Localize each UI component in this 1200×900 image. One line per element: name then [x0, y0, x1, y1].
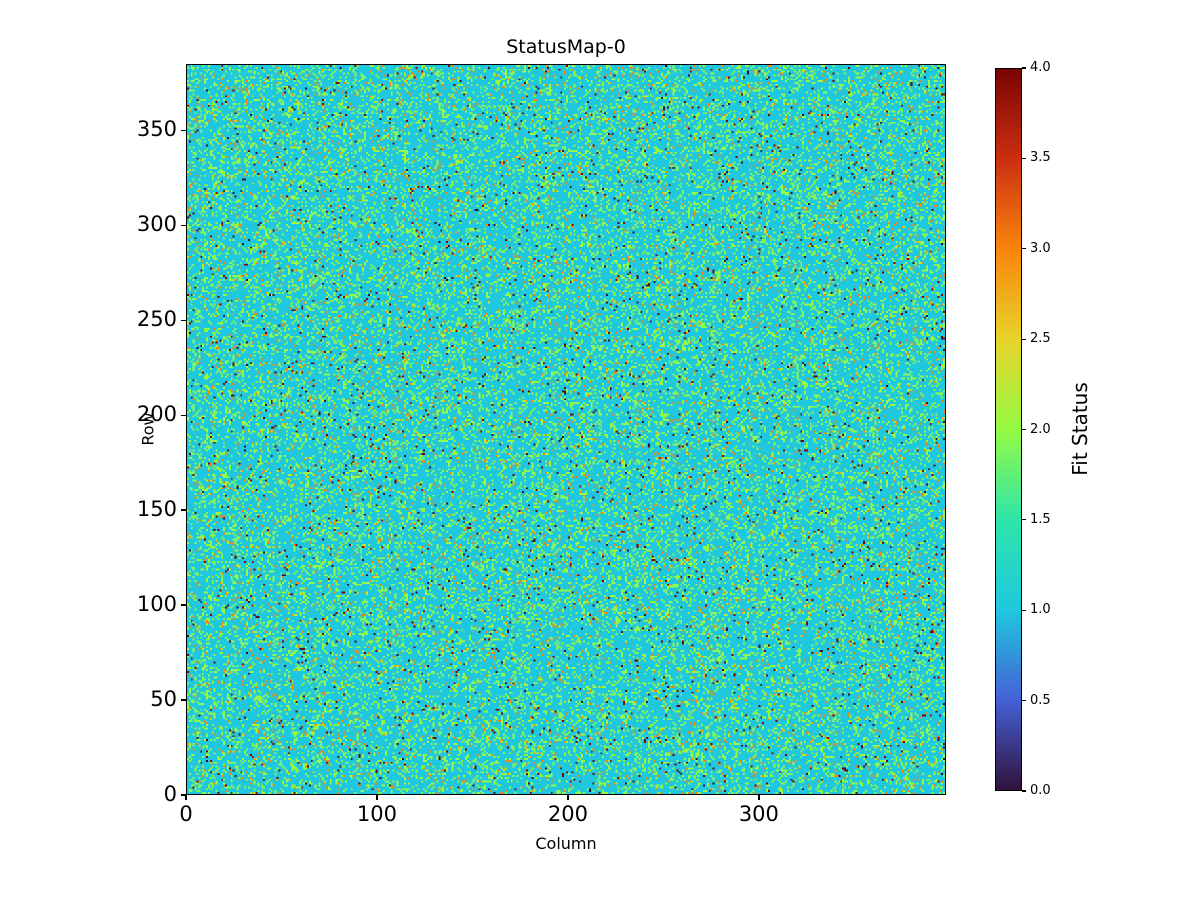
- y-tick-label: 150: [136, 497, 177, 522]
- colorbar-tick-label: 0.0: [1030, 783, 1051, 798]
- x-tick-label: 300: [738, 802, 779, 826]
- colorbar-tick-label: 4.0: [1030, 60, 1051, 75]
- x-axis-label: Column: [535, 834, 597, 853]
- colorbar-tick-label: 0.5: [1030, 692, 1051, 708]
- colorbar-tick-label: 3.0: [1030, 240, 1051, 256]
- y-tick-mark: [181, 509, 186, 511]
- colorbar-tick-mark: [1022, 338, 1026, 340]
- y-tick-label: 200: [136, 402, 177, 427]
- x-tick-mark: [758, 795, 760, 800]
- colorbar-tick-mark: [1022, 248, 1026, 250]
- x-tick-mark: [185, 795, 187, 800]
- colorbar-tick-label: 1.0: [1030, 602, 1051, 618]
- colorbar-tick-mark: [1022, 609, 1026, 611]
- colorbar-tick-mark: [1022, 790, 1026, 792]
- colorbar-tick-mark: [1022, 428, 1026, 431]
- y-tick-label: 350: [136, 117, 177, 142]
- colorbar-tick-label: 2.5: [1030, 331, 1051, 347]
- y-tick-mark: [181, 699, 186, 701]
- y-tick-label: 250: [136, 307, 177, 332]
- colorbar-tick-mark: [1022, 157, 1026, 159]
- x-tick-label: 0: [179, 802, 193, 826]
- colorbar-tick-mark: [1022, 519, 1026, 521]
- colorbar-tick-mark: [1022, 67, 1026, 69]
- x-tick-label: 100: [356, 802, 397, 826]
- y-tick-mark: [181, 794, 186, 796]
- heatmap-canvas: [187, 65, 945, 794]
- colorbar-label: Fit Status: [1068, 382, 1092, 476]
- x-tick-label: 200: [547, 802, 588, 826]
- y-tick-label: 50: [150, 687, 177, 712]
- colorbar-gradient: [996, 69, 1021, 790]
- colorbar: [995, 68, 1022, 791]
- y-tick-mark: [181, 319, 186, 322]
- colorbar-tick-mark: [1022, 700, 1026, 702]
- colorbar-tick-label: 2.0: [1030, 421, 1051, 437]
- y-tick-mark: [181, 604, 186, 606]
- y-tick-mark: [181, 414, 186, 416]
- plot-area: [186, 64, 946, 795]
- x-tick-mark: [567, 795, 569, 800]
- colorbar-tick-label: 1.5: [1030, 511, 1051, 527]
- y-tick-label: 100: [136, 592, 177, 617]
- x-tick-mark: [376, 795, 378, 800]
- y-tick-label: 300: [136, 212, 177, 237]
- y-tick-label: 0: [163, 782, 177, 806]
- colorbar-tick-label: 3.5: [1030, 150, 1051, 166]
- plot-title: StatusMap-0: [506, 36, 626, 58]
- y-tick-mark: [181, 224, 186, 227]
- y-tick-mark: [181, 129, 186, 132]
